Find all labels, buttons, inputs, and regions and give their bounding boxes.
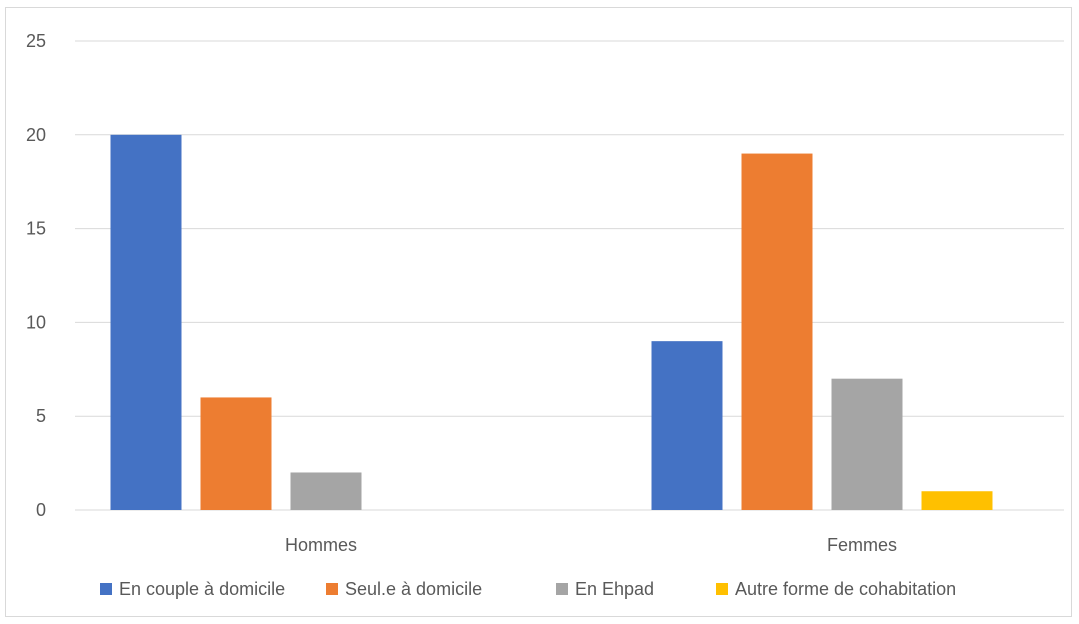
bar-hommes-2: [291, 472, 362, 510]
x-tick-label: Hommes: [285, 535, 357, 555]
bar-femmes-3: [922, 491, 993, 510]
y-tick-label: 25: [26, 31, 46, 51]
y-tick-label: 10: [26, 312, 46, 332]
bar-femmes-0: [652, 341, 723, 510]
legend-label: Seul.e à domicile: [345, 579, 482, 599]
y-axis: 0 5 10 15 20 25: [26, 31, 46, 520]
legend-label: Autre forme de cohabitation: [735, 579, 956, 599]
y-tick-label: 20: [26, 125, 46, 145]
y-tick-label: 15: [26, 219, 46, 239]
legend: En couple à domicile Seul.e à domicile En …: [100, 579, 956, 599]
y-tick-label: 0: [36, 500, 46, 520]
legend-swatch: [326, 583, 338, 595]
legend-swatch: [100, 583, 112, 595]
legend-label: En couple à domicile: [119, 579, 285, 599]
y-tick-label: 5: [36, 406, 46, 426]
bar-hommes-1: [201, 397, 272, 510]
legend-swatch: [556, 583, 568, 595]
bar-hommes-0: [111, 135, 182, 510]
x-tick-label: Femmes: [827, 535, 897, 555]
legend-label: En Ehpad: [575, 579, 654, 599]
legend-swatch: [716, 583, 728, 595]
bar-femmes-2: [832, 379, 903, 510]
x-axis: Hommes Femmes: [285, 535, 897, 555]
bar-femmes-1: [742, 154, 813, 510]
